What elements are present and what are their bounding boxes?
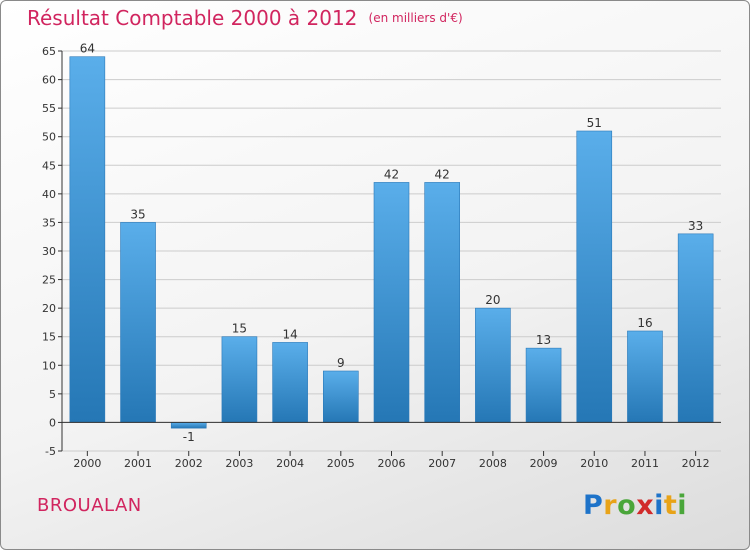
logo-letter: r	[603, 490, 618, 521]
value-label-2012: 33	[688, 219, 703, 233]
chart-title-main: Résultat Comptable 2000 à 2012	[27, 6, 358, 30]
logo-letter: i	[654, 490, 664, 521]
bar-2002	[170, 422, 207, 429]
y-tick-label: -5	[45, 445, 56, 458]
bar-2009	[525, 347, 562, 423]
y-tick-label: 55	[42, 102, 56, 115]
x-tick-label-2011: 2011	[631, 457, 659, 470]
y-tick-label: 15	[42, 331, 56, 344]
value-label-2004: 14	[282, 327, 297, 341]
value-label-2010: 51	[587, 116, 602, 130]
y-tick-label: 20	[42, 302, 56, 315]
value-label-2000: 64	[80, 42, 95, 56]
y-tick-label: 40	[42, 188, 56, 201]
x-tick-label-2002: 2002	[175, 457, 203, 470]
x-tick-label-2003: 2003	[225, 457, 253, 470]
y-tick-label: 35	[42, 216, 56, 229]
x-tick-label-2009: 2009	[530, 457, 558, 470]
y-tick-label: 50	[42, 131, 56, 144]
value-label-2008: 20	[485, 293, 500, 307]
bar-2001	[120, 222, 156, 423]
bar-2012	[677, 233, 714, 423]
chart-title: Résultat Comptable 2000 à 2012 (en milli…	[27, 6, 463, 30]
proxiti-logo[interactable]: Proxiti	[583, 490, 687, 521]
x-tick-label-2001: 2001	[124, 457, 152, 470]
x-tick-label-2005: 2005	[327, 457, 355, 470]
logo-letter: i	[677, 490, 688, 521]
bar-2005	[323, 370, 359, 423]
y-tick-label: 25	[42, 274, 56, 287]
bar-2003	[221, 336, 258, 423]
logo-letter: t	[663, 490, 678, 521]
value-label-2011: 16	[637, 316, 652, 330]
value-label-2001: 35	[130, 207, 145, 221]
place-name: BROUALAN	[37, 495, 142, 516]
bar-2004	[272, 342, 308, 423]
bar-2006	[373, 182, 410, 423]
y-tick-label: 45	[42, 159, 56, 172]
y-tick-label: 0	[49, 416, 56, 429]
bar-2010	[576, 130, 613, 423]
x-tick-label-2007: 2007	[428, 457, 456, 470]
x-tick-label-2000: 2000	[73, 457, 101, 470]
value-label-2009: 13	[536, 333, 551, 347]
y-tick-label: 60	[42, 74, 56, 87]
value-label-2007: 42	[435, 167, 450, 181]
x-tick-label-2010: 2010	[580, 457, 608, 470]
bar-2007	[424, 182, 460, 423]
y-tick-label: 30	[42, 245, 56, 258]
value-label-2006: 42	[384, 167, 399, 181]
value-label-2002: -1	[183, 430, 195, 444]
logo-letter: o	[617, 490, 637, 521]
y-tick-label: 65	[42, 45, 56, 58]
bar-2000	[69, 56, 106, 423]
bar-2008	[475, 307, 511, 423]
x-tick-label-2008: 2008	[479, 457, 507, 470]
y-tick-label: 10	[42, 359, 56, 372]
chart-title-unit: (en milliers d'€)	[368, 11, 463, 25]
value-label-2005: 9	[337, 356, 345, 370]
x-tick-label-2004: 2004	[276, 457, 304, 470]
logo-letter: x	[636, 490, 655, 521]
bar-2011	[627, 330, 663, 423]
logo-letter: P	[583, 490, 604, 521]
value-label-2003: 15	[232, 322, 247, 336]
y-tick-label: 5	[49, 388, 56, 401]
x-tick-label-2006: 2006	[378, 457, 406, 470]
x-tick-label-2012: 2012	[682, 457, 710, 470]
